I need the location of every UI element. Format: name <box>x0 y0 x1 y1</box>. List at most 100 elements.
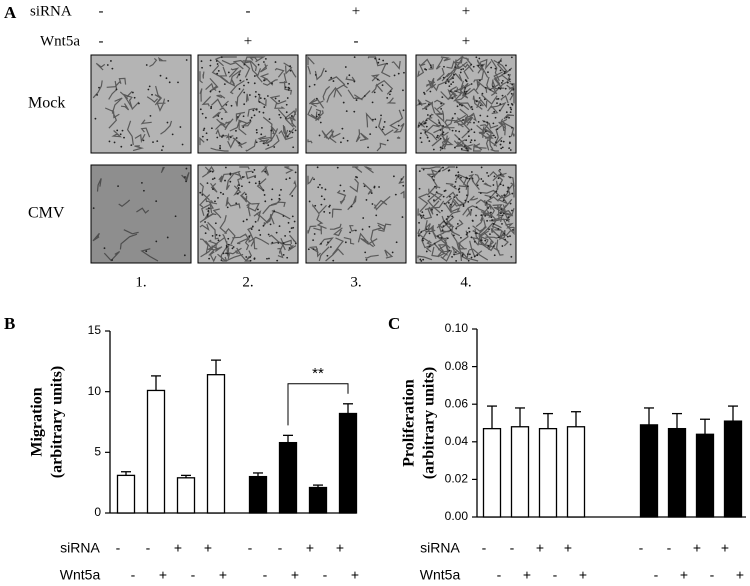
speck <box>463 90 466 93</box>
speck <box>243 63 246 66</box>
speck <box>238 88 241 90</box>
speck <box>382 126 385 128</box>
speck <box>243 91 246 94</box>
sign: + <box>462 33 470 49</box>
speck <box>420 260 423 262</box>
speck <box>443 220 446 223</box>
speck <box>377 61 380 64</box>
speck <box>383 121 386 123</box>
speck <box>475 100 478 103</box>
speck <box>258 180 261 183</box>
speck <box>201 112 204 115</box>
speck <box>504 238 507 241</box>
speck <box>324 188 327 191</box>
speck <box>493 175 496 178</box>
speck <box>466 185 469 188</box>
speck <box>209 90 212 93</box>
speck <box>185 180 187 183</box>
sign: + <box>462 3 470 19</box>
speck <box>494 116 497 119</box>
speck <box>499 69 502 72</box>
speck <box>507 216 510 219</box>
speck <box>326 254 329 257</box>
speck <box>203 127 206 130</box>
speck <box>258 229 261 232</box>
speck <box>238 184 241 187</box>
sign: + <box>721 540 729 556</box>
speck <box>468 230 471 233</box>
speck <box>251 171 254 174</box>
speck <box>510 56 513 59</box>
speck <box>436 136 438 139</box>
speck <box>245 218 248 221</box>
speck <box>290 227 293 230</box>
speck <box>255 131 258 134</box>
speck <box>236 116 239 118</box>
sign: - <box>553 567 558 583</box>
speck <box>467 227 470 230</box>
speck <box>207 210 210 212</box>
speck <box>147 88 150 91</box>
speck <box>386 97 389 99</box>
speck <box>437 170 440 173</box>
speck <box>220 56 223 59</box>
speck <box>420 231 423 233</box>
speck <box>448 85 451 88</box>
speck <box>323 198 326 201</box>
speck <box>215 60 218 62</box>
speck <box>490 216 493 219</box>
bar <box>146 389 166 514</box>
speck <box>216 136 219 139</box>
speck <box>332 80 335 82</box>
speck <box>177 81 179 84</box>
sign: + <box>693 540 701 556</box>
speck <box>502 140 505 143</box>
speck <box>508 135 511 138</box>
speck <box>211 234 214 237</box>
speck <box>168 81 171 84</box>
sign: + <box>564 540 572 556</box>
speck <box>94 117 97 120</box>
speck <box>286 256 289 259</box>
speck <box>486 115 489 118</box>
speck <box>397 124 400 127</box>
speck <box>212 188 214 190</box>
speck <box>483 98 486 101</box>
speck <box>394 193 397 196</box>
speck <box>497 87 500 89</box>
sign: + <box>351 567 359 583</box>
speck <box>455 166 458 169</box>
speck <box>229 172 232 175</box>
speck <box>253 258 256 260</box>
speck <box>353 110 356 113</box>
speck <box>465 139 468 142</box>
speck <box>442 125 445 127</box>
speck <box>487 71 489 74</box>
speck <box>165 77 168 80</box>
speck <box>462 118 465 121</box>
speck <box>467 200 470 203</box>
speck <box>503 232 506 235</box>
speck <box>425 250 428 253</box>
speck <box>512 229 514 231</box>
speck <box>424 68 426 70</box>
speck <box>428 232 431 235</box>
speck <box>442 131 445 134</box>
speck <box>451 117 454 120</box>
significance-label: ** <box>312 365 324 382</box>
speck <box>466 194 468 197</box>
speck <box>316 166 319 169</box>
speck <box>353 56 356 59</box>
speck <box>291 195 294 197</box>
speck <box>442 195 445 198</box>
speck <box>450 83 453 85</box>
speck <box>273 210 276 213</box>
speck <box>222 134 224 137</box>
speck <box>214 222 217 225</box>
cell-texture <box>307 166 405 262</box>
speck <box>469 141 472 144</box>
speck <box>510 92 513 95</box>
speck <box>485 201 488 204</box>
speck <box>217 115 220 117</box>
speck <box>461 254 464 257</box>
